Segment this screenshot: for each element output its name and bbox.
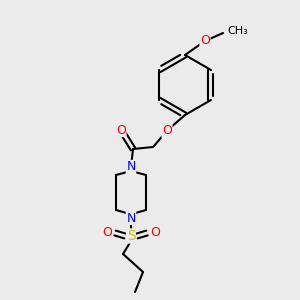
Text: N: N — [126, 160, 136, 173]
Text: CH₃: CH₃ — [227, 26, 248, 36]
Text: O: O — [116, 124, 126, 136]
Text: O: O — [102, 226, 112, 239]
Text: N: N — [126, 212, 136, 224]
Text: O: O — [162, 124, 172, 137]
Text: O: O — [150, 226, 160, 239]
Text: O: O — [200, 34, 210, 47]
Text: S: S — [127, 229, 135, 243]
